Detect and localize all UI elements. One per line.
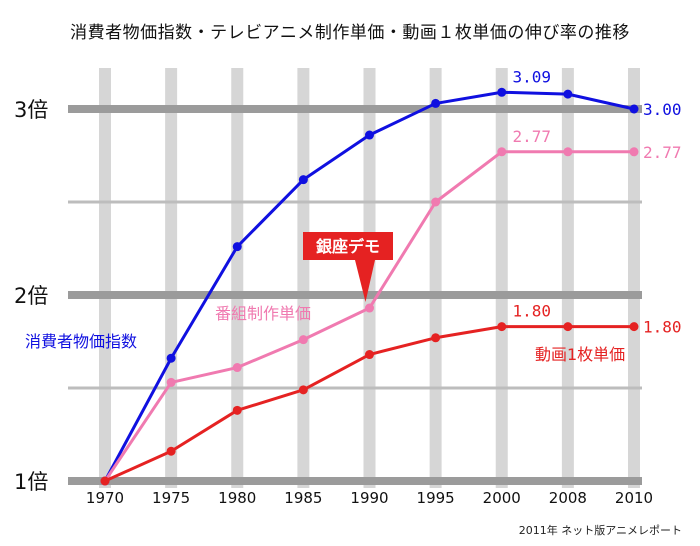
data-point <box>497 87 507 97</box>
data-point <box>431 98 441 108</box>
data-point <box>629 104 639 114</box>
data-point <box>166 377 176 387</box>
data-point <box>365 130 374 140</box>
data-point <box>431 333 441 343</box>
label-layer: 1倍 2倍 3倍 1970 1975 1980 1985 1990 1995 2000 2008 20… <box>14 67 682 507</box>
data-point <box>365 350 374 360</box>
x-tick-label: 1990 <box>350 489 388 507</box>
data-point <box>365 303 374 313</box>
x-tick-label: 2008 <box>549 489 587 507</box>
data-label: 3.00 <box>643 100 682 119</box>
annotation-pointer <box>355 260 375 303</box>
data-label: 2.77 <box>643 143 682 162</box>
x-tick-label: 1980 <box>218 489 256 507</box>
grid-layer <box>68 68 642 488</box>
x-tick-label: 1970 <box>86 489 124 507</box>
data-label: 1.80 <box>643 318 682 337</box>
series-layer <box>100 87 639 486</box>
y-tick-label: 2倍 <box>14 284 48 308</box>
x-tick-label: 1985 <box>284 489 322 507</box>
data-point <box>232 405 242 415</box>
x-tick-label: 1975 <box>152 489 190 507</box>
annotation-box <box>303 232 393 260</box>
data-point <box>232 363 242 373</box>
data-label: 2.77 <box>512 127 551 146</box>
source-note: 2011年 ネット版アニメレポート <box>518 524 682 537</box>
data-point <box>100 476 110 486</box>
data-point <box>563 89 573 99</box>
x-tick-label: 2010 <box>615 489 653 507</box>
series-name-label: 動画1枚単価 <box>535 345 625 364</box>
data-point <box>497 322 507 332</box>
data-point <box>298 335 308 345</box>
data-point <box>298 385 308 395</box>
data-point <box>629 322 639 332</box>
data-label: 3.09 <box>512 67 551 86</box>
data-point <box>298 175 308 185</box>
data-point <box>431 197 441 207</box>
data-point <box>232 242 242 252</box>
data-point <box>629 147 639 157</box>
series-name-label: 消費者物価指数 <box>25 332 137 351</box>
data-point <box>497 147 507 157</box>
annotation-text: 銀座デモ <box>316 237 380 256</box>
chart-title: 消費者物価指数・テレビアニメ制作単価・動画１枚単価の伸び率の推移 <box>70 23 630 43</box>
y-tick-label: 1倍 <box>14 470 48 494</box>
data-point <box>563 147 573 157</box>
x-tick-label: 1995 <box>417 489 455 507</box>
y-tick-label: 3倍 <box>14 98 48 122</box>
data-point <box>166 353 176 363</box>
data-label: 1.80 <box>512 302 551 321</box>
x-tick-label: 2000 <box>483 489 521 507</box>
data-point <box>166 446 176 456</box>
data-point <box>563 322 573 332</box>
series-name-label: 番組制作単価 <box>215 304 311 323</box>
